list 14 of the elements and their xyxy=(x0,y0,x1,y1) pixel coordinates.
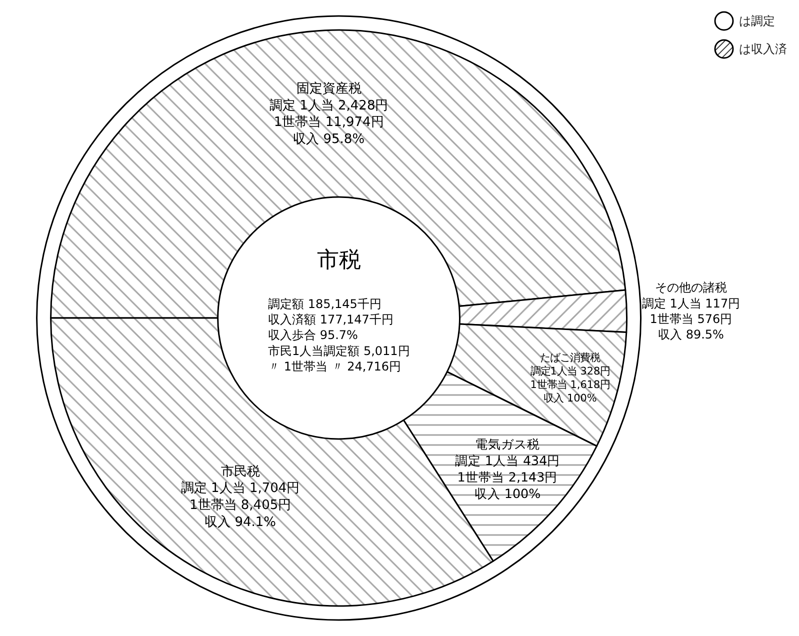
text: は収入済 xyxy=(739,40,787,58)
slice-label: その他の諸税 xyxy=(654,280,727,295)
slice-label: 固定資産税 xyxy=(296,80,362,96)
slice-label: たばこ消費税 xyxy=(540,352,600,364)
data-label: 調定1人当 328円1世帯当 1,618円収入 100% xyxy=(530,365,610,405)
data-label: 調定 1人当 2,428円1世帯当 11,974円収入 95.8% xyxy=(269,98,388,148)
text: 市税 xyxy=(317,248,361,273)
text: 調定額 185,145千円収入済額 177,147千円収入歩合 95.7%市民1人当調定額 5,011円〃 1世帯当 〃 24,716円 xyxy=(268,297,410,374)
data-label: 調定 1人当 1,704円1世帯当 8,405円収入 94.1% xyxy=(180,481,300,530)
data-label: 調定 1人当 117円1世帯当 576円収入 89.5% xyxy=(642,296,740,342)
text: は調定 xyxy=(739,12,775,30)
data-label: 調定 1人当 434円1世帯当 2,143円収入 100% xyxy=(454,453,560,502)
slice-label: 電気ガス税 xyxy=(474,436,540,452)
slice-label: 市民税 xyxy=(220,464,260,480)
